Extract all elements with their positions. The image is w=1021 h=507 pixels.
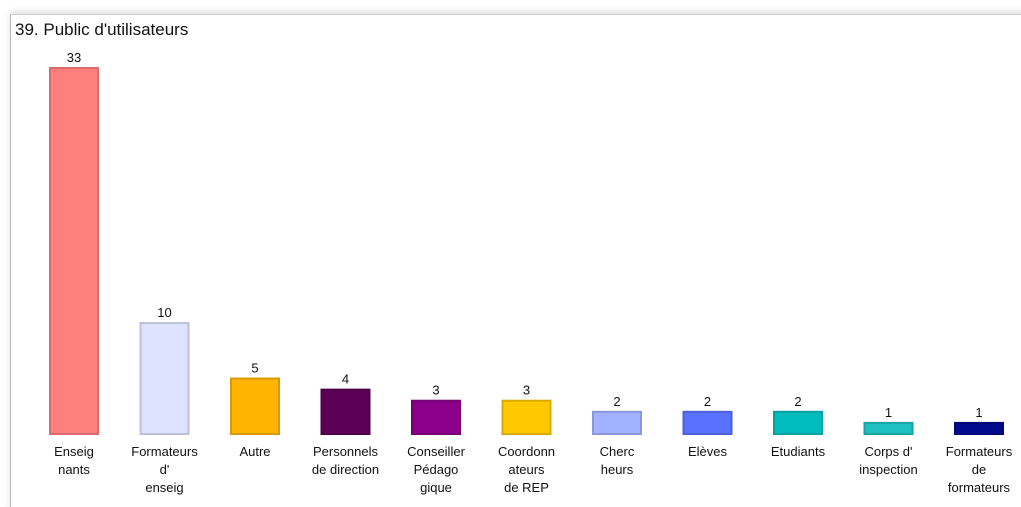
- value-label: 33: [67, 50, 81, 65]
- bar: [682, 410, 733, 435]
- x-tick-label: Personnels de direction: [311, 444, 380, 477]
- x-tick-label: Cherc heurs: [599, 444, 635, 477]
- value-label: 3: [432, 383, 439, 398]
- x-tick-label: Formateurs de formateurs: [945, 444, 1013, 495]
- bar: [320, 388, 371, 435]
- bar: [501, 399, 552, 435]
- value-label: 1: [975, 405, 982, 420]
- bar: [230, 377, 280, 435]
- chart-title: 39. Public d'utilisateurs: [15, 20, 189, 39]
- bar: [49, 67, 99, 435]
- value-label: 2: [704, 394, 711, 409]
- bar: [139, 322, 190, 435]
- x-tick-label: Etudiants: [770, 444, 826, 459]
- x-tick-label: Corps d' inspection: [859, 444, 918, 477]
- x-tick-label: Conseiller Pédago gique: [407, 444, 465, 495]
- value-label: 4: [342, 372, 349, 387]
- bar: [411, 399, 461, 435]
- bar: [592, 410, 642, 435]
- value-label: 1: [885, 405, 892, 420]
- value-label: 2: [613, 394, 620, 409]
- value-label: 10: [157, 305, 171, 320]
- x-tick-label: Enseig nants: [54, 444, 94, 477]
- panel: [10, 14, 1021, 507]
- value-label: 2: [794, 394, 801, 409]
- bar: [863, 421, 914, 435]
- bar: [954, 421, 1004, 435]
- x-tick-label: Coordonn ateurs de REP: [497, 444, 556, 495]
- x-tick-label: Elèves: [687, 444, 728, 459]
- value-label: 3: [523, 383, 530, 398]
- bar: [773, 410, 823, 435]
- value-label: 5: [251, 361, 258, 376]
- x-tick-label: Autre: [239, 444, 271, 459]
- x-tick-label: Formateurs d' enseig: [131, 444, 198, 495]
